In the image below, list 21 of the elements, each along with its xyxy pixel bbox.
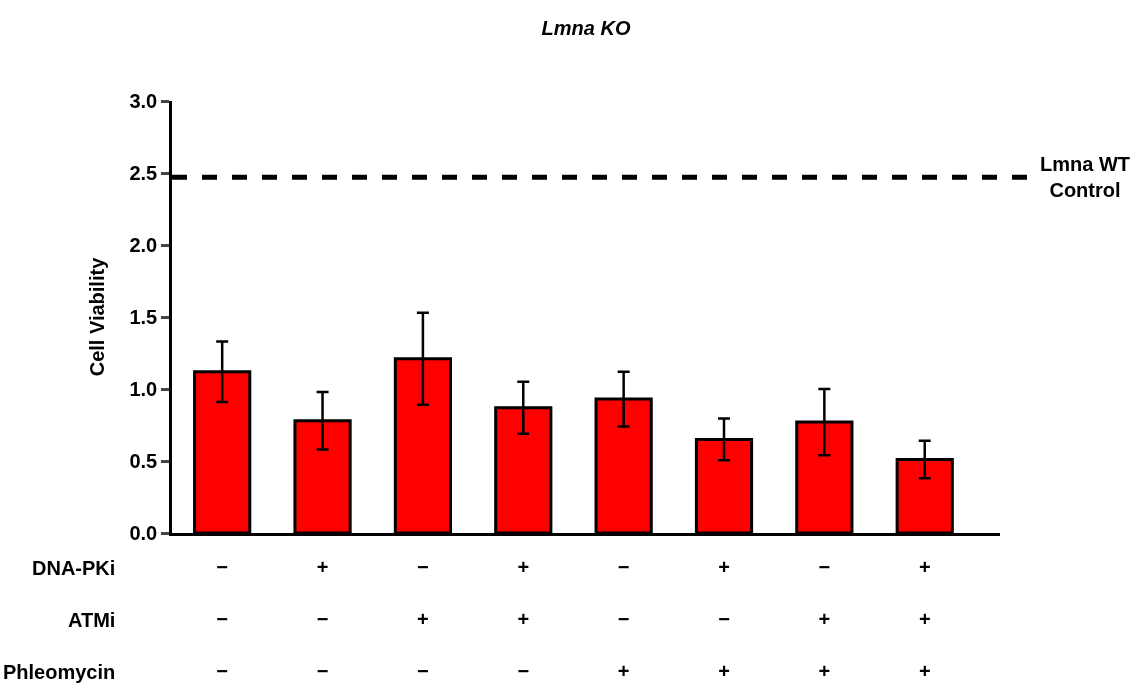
text: ATMi [68, 609, 116, 631]
y-tick-label: 3.0 [129, 90, 158, 112]
y-tick-label: 2.0 [129, 234, 158, 256]
y-tick-label: 1.5 [129, 306, 158, 328]
category-label: − − + [617, 555, 630, 682]
y-tick-label: 2.5 [129, 162, 158, 184]
y-tick-label: 1.0 [129, 378, 158, 400]
y-tick-label: 0.0 [129, 522, 158, 544]
chart-title: Lmna KO [541, 16, 631, 39]
category-label: + − + [718, 555, 730, 682]
category-label: − + + [818, 555, 831, 682]
text: Phleomycin [3, 661, 116, 683]
category-label: − + − [417, 555, 429, 682]
category-label: + + + [918, 555, 931, 682]
y-axis-title: Cell Viability [85, 256, 108, 377]
y-tick-label: 0.5 [129, 450, 158, 472]
category-label: + + − [517, 555, 530, 682]
category-label: + − − [316, 555, 329, 682]
text: DNA-PKi [32, 557, 116, 579]
category-label: − − − [216, 555, 229, 682]
ref-line-label: Lmna WT Control [1040, 153, 1130, 201]
